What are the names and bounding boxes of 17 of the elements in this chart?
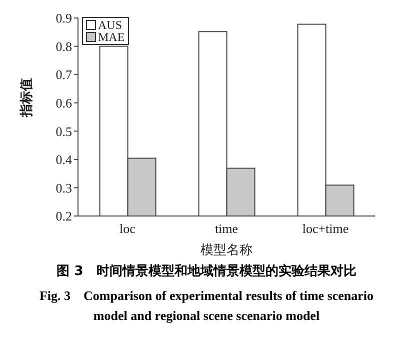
- x-tick-label: time: [214, 221, 238, 236]
- text: 图 3 时间情景模型和地域情景模型的实验结果对比: [56, 262, 358, 280]
- y-tick-label: 0.6: [56, 95, 72, 110]
- text: Fig. 3 Comparison of experimental results of time scenario model and regional scene scenario model: [38, 287, 375, 325]
- x-axis-title: 模型名称: [200, 242, 252, 257]
- y-tick-label: 0.7: [56, 67, 72, 82]
- y-axis-title: 指标值: [18, 78, 34, 118]
- y-tick-label: 0.5: [56, 124, 72, 139]
- y-tick-label: 0.4: [56, 152, 72, 168]
- y-tick-label: 0.9: [56, 10, 72, 26]
- legend-label: MAE: [98, 30, 125, 44]
- y-tick-label: 0.8: [56, 38, 72, 54]
- series-label: AUS: [98, 18, 122, 32]
- x-tick-label: loc+time: [302, 221, 349, 236]
- x-tick-label: loc: [120, 221, 136, 236]
- y-tick-label: 0.2: [56, 208, 72, 224]
- y-tick-label: 0.3: [56, 180, 72, 196]
